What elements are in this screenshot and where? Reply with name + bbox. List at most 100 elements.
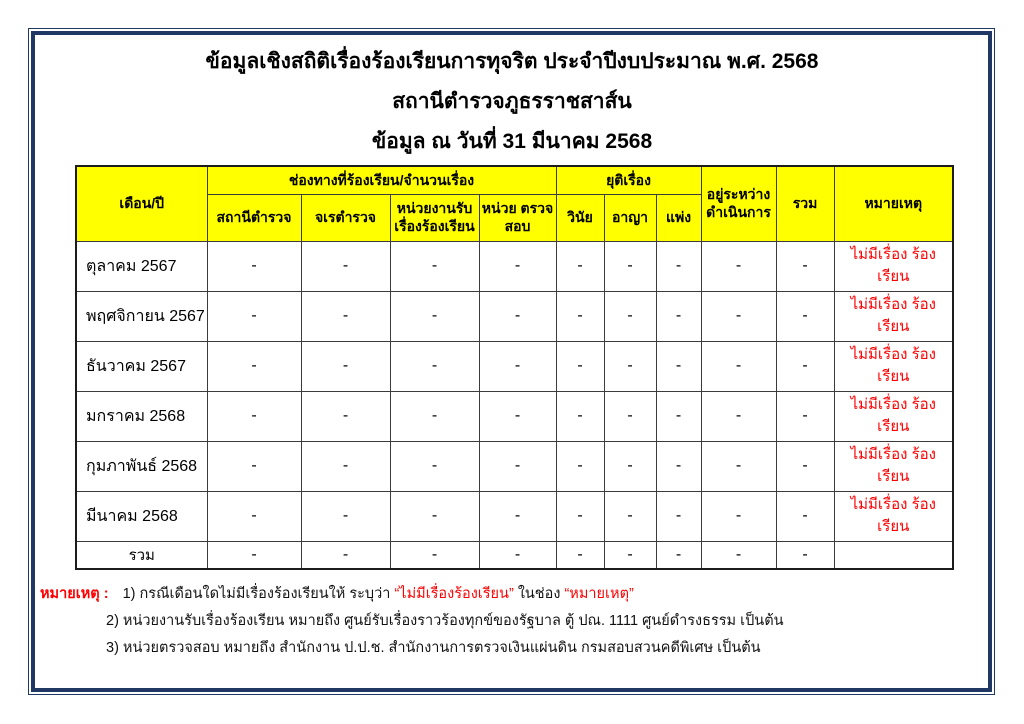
value-cell: - — [555, 340, 605, 392]
value-cell: - — [206, 290, 302, 342]
total-value-cell: - — [775, 540, 835, 570]
value-cell: - — [700, 440, 777, 492]
value-cell: - — [389, 390, 480, 442]
header-row-groups: เดือน/ปี ช่องทางที่ร้องเรียน/จำนวนเรื่อง… — [75, 165, 954, 242]
footnote-3: 3) หน่วยตรวจสอบ หมายถึง สำนักงาน ป.ป.ช. … — [106, 640, 761, 656]
complaints-statistics-table: เดือน/ปี ช่องทางที่ร้องเรียน/จำนวนเรื่อง… — [75, 165, 955, 570]
value-cell: - — [300, 340, 391, 392]
remark-cell: ไม่มีเรื่อง ร้องเรียน — [833, 240, 954, 292]
value-cell: - — [300, 240, 391, 292]
footnote-label: หมายเหตุ : — [40, 586, 109, 602]
total-remark-cell — [833, 540, 954, 570]
total-value-cell: - — [300, 540, 391, 570]
value-cell: - — [478, 390, 557, 442]
total-value-cell: - — [206, 540, 302, 570]
value-cell: - — [478, 290, 557, 342]
value-cell: - — [389, 490, 480, 542]
value-cell: - — [775, 290, 835, 342]
value-cell: - — [206, 240, 302, 292]
value-cell: - — [700, 240, 777, 292]
month-cell: พฤศจิกายน 2567 — [75, 290, 208, 342]
value-cell: - — [655, 390, 702, 442]
remark-cell: ไม่มีเรื่อง ร้องเรียน — [833, 340, 954, 392]
value-cell: - — [300, 440, 391, 492]
remark-cell: ไม่มีเรื่อง ร้องเรียน — [833, 440, 954, 492]
value-cell: - — [478, 490, 557, 542]
page-border-inner — [31, 31, 992, 692]
footnote-1: หมายเหตุ : 1) กรณีเดือนใดไม่มีเรื่องร้อง… — [40, 581, 784, 608]
value-cell: - — [603, 240, 657, 292]
total-value-cell: - — [603, 540, 657, 570]
value-cell: - — [478, 340, 557, 392]
month-cell: กุมภาพันธ์ 2568 — [75, 440, 208, 492]
value-cell: - — [555, 490, 605, 542]
table-header: เดือน/ปี ช่องทางที่ร้องเรียน/จำนวนเรื่อง… — [75, 165, 954, 242]
value-cell: - — [389, 290, 480, 342]
month-cell: มีนาคม 2568 — [75, 490, 208, 542]
value-cell: - — [206, 440, 302, 492]
table-row-month: ตุลาคม 2567- - - - - - - - - ไม่มีเรื่อง ร้องเรีย… — [75, 240, 954, 292]
col-header-criminal: อาญา — [603, 193, 657, 242]
table-body: ตุลาคม 2567- - - - - - - - - ไม่มีเรื่อง ร้องเรีย… — [75, 240, 954, 570]
value-cell: - — [555, 440, 605, 492]
value-cell: - — [775, 240, 835, 292]
value-cell: - — [206, 490, 302, 542]
month-cell: ตุลาคม 2567 — [75, 240, 208, 292]
total-value-cell: - — [478, 540, 557, 570]
footnote-2: 2) หน่วยงานรับเรื่องร้องเรียน หมายถึง ศู… — [106, 613, 784, 629]
col-group-concluded: ยุติเรื่อง — [555, 165, 702, 195]
value-cell: - — [603, 440, 657, 492]
value-cell: - — [603, 340, 657, 392]
value-cell: - — [655, 290, 702, 342]
footnote-1-highlight-1: “ไม่มีเรื่องร้องเรียน” — [394, 586, 514, 602]
col-header-in-progress: อยู่ระหว่าง ดำเนินการ — [700, 165, 777, 242]
data-as-of-date: ข้อมูล ณ วันที่ 31 มีนาคม 2568 — [371, 130, 653, 153]
table-row-month: กุมภาพันธ์ 2568- - - - - - - - - ไม่มีเรื่อง ร้อง… — [75, 440, 954, 492]
document-title: ข้อมูลเชิงสถิติเรื่องร้องเรียนการทุจริต … — [205, 50, 819, 73]
value-cell: - — [555, 290, 605, 342]
value-cell: - — [700, 390, 777, 442]
value-cell: - — [389, 340, 480, 392]
value-cell: - — [555, 240, 605, 292]
page-border-outer — [28, 28, 995, 695]
value-cell: - — [300, 490, 391, 542]
value-cell: - — [478, 440, 557, 492]
month-cell: มกราคม 2568 — [75, 390, 208, 442]
remark-cell: ไม่มีเรื่อง ร้องเรียน — [833, 390, 954, 442]
value-cell: - — [389, 240, 480, 292]
value-cell: - — [700, 290, 777, 342]
col-header-police-station: สถานีตำรวจ — [206, 193, 302, 242]
col-header-month: เดือน/ปี — [75, 165, 208, 242]
value-cell: - — [700, 340, 777, 392]
total-value-cell: - — [555, 540, 605, 570]
value-cell: - — [655, 440, 702, 492]
value-cell: - — [478, 240, 557, 292]
footnote-1-text-2: ในช่อง — [517, 586, 561, 602]
value-cell: - — [700, 490, 777, 542]
table-row-month: มกราคม 2568- - - - - - - - - ไม่มีเรื่อง ร้องเรีย… — [75, 390, 954, 442]
value-cell: - — [775, 390, 835, 442]
table-row-total: รวม - - - - - - - - - — [75, 540, 954, 570]
value-cell: - — [655, 240, 702, 292]
total-value-cell: - — [655, 540, 702, 570]
footnote-1-highlight-2: “หมายเหตุ” — [564, 586, 634, 602]
title-block: ข้อมูลเชิงสถิติเรื่องร้องเรียนการทุจริต … — [0, 42, 1024, 162]
value-cell: - — [655, 340, 702, 392]
value-cell: - — [603, 290, 657, 342]
total-label-cell: รวม — [75, 540, 208, 570]
value-cell: - — [555, 390, 605, 442]
col-header-complaint-agency: หน่วยงานรับ เรื่องร้องเรียน — [389, 193, 480, 242]
value-cell: - — [389, 440, 480, 492]
value-cell: - — [300, 290, 391, 342]
value-cell: - — [775, 490, 835, 542]
value-cell: - — [775, 340, 835, 392]
col-group-channels: ช่องทางที่ร้องเรียน/จำนวนเรื่อง — [206, 165, 557, 195]
table-row-month: พฤศจิกายน 2567- - - - - - - - - ไม่มีเรื่อง ร้องเ… — [75, 290, 954, 342]
col-header-total: รวม — [775, 165, 835, 242]
value-cell: - — [206, 340, 302, 392]
value-cell: - — [775, 440, 835, 492]
col-header-remark: หมายเหตุ — [833, 165, 954, 242]
station-name: สถานีตำรวจภูธรราชสาส์น — [392, 90, 632, 113]
month-cell: ธันวาคม 2567 — [75, 340, 208, 392]
